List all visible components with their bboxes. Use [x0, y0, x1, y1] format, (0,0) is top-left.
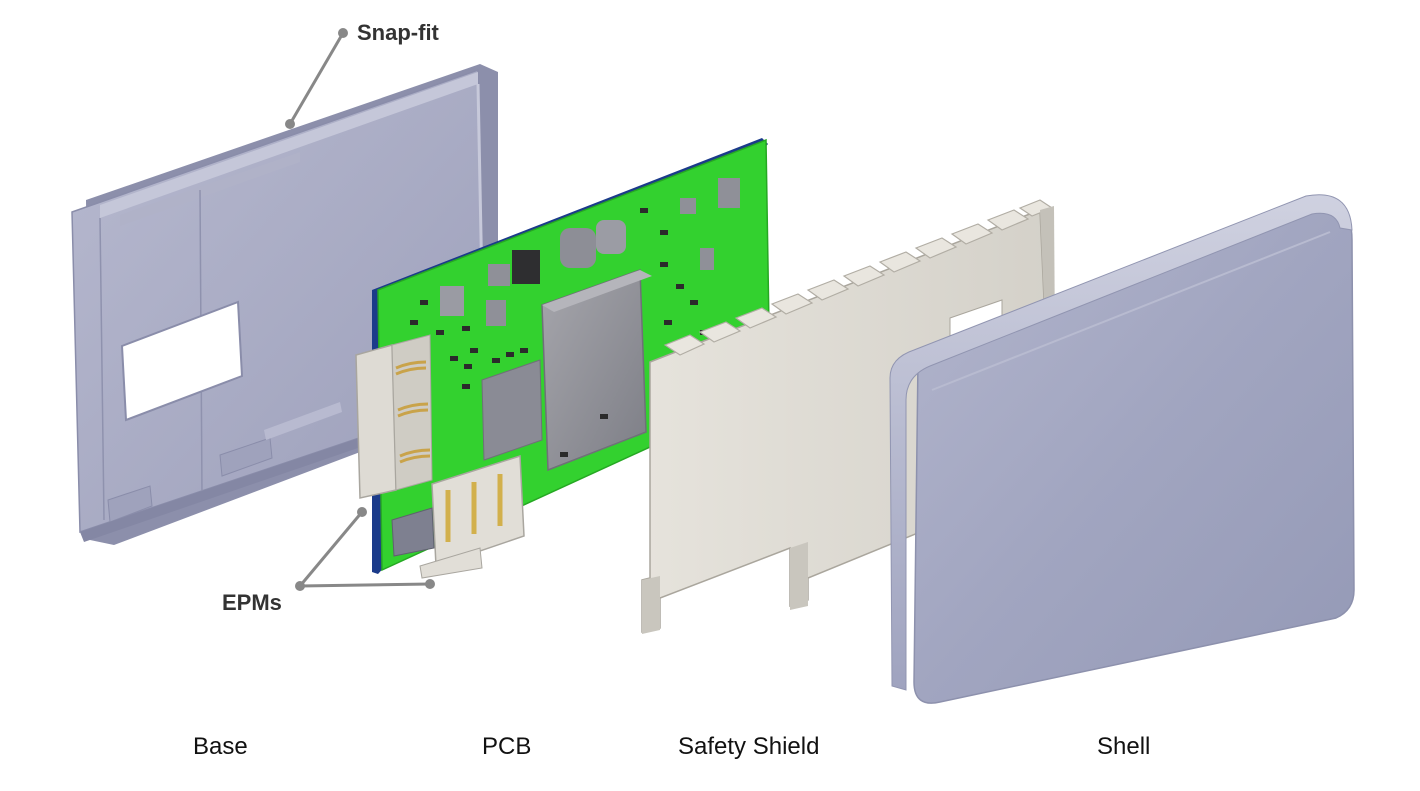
epms-leader-1 — [298, 511, 364, 587]
snap-fit-label: Snap-fit — [357, 20, 439, 45]
caption-pcb: PCB — [482, 733, 532, 760]
epms-leader-2 — [299, 582, 431, 588]
epms-dot-start — [295, 581, 305, 591]
shell-part — [889, 194, 1355, 704]
leader-lines — [288, 32, 431, 588]
caption-safety-shield: Safety Shield — [678, 733, 820, 760]
caption-base: Base — [193, 733, 248, 760]
pcb-part — [355, 138, 771, 579]
snap-fit-dot-start — [338, 28, 348, 38]
epms-dot-end-1 — [357, 507, 367, 517]
caption-shell: Shell — [1097, 733, 1151, 760]
epms-label: EPMs — [222, 590, 282, 615]
snap-fit-dot-end — [285, 119, 295, 129]
epms-dot-end-2 — [425, 579, 435, 589]
snap-fit-leader — [288, 32, 345, 125]
